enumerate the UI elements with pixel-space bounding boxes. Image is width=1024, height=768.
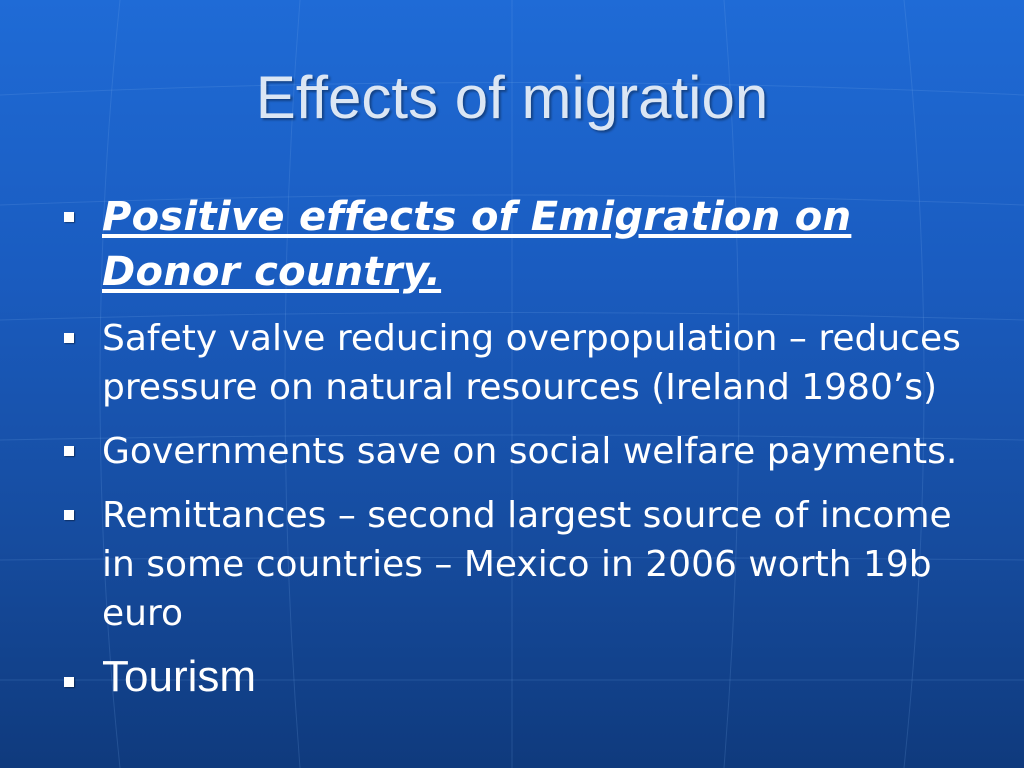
bullet-text: Safety valve reducing overpopulation – r… [102, 318, 961, 408]
square-bullet-icon [64, 510, 74, 520]
bullet-list: Positive effects of Emigration on Donor … [58, 190, 978, 703]
square-bullet-icon [64, 212, 74, 222]
square-bullet-icon [64, 677, 74, 687]
bullet-item: Governments save on social welfare payme… [58, 427, 978, 476]
bullet-item: Remittances – second largest source of i… [58, 491, 978, 638]
slide-title: Effects of migration [255, 64, 769, 131]
bullet-text: Remittances – second largest source of i… [102, 495, 952, 634]
square-bullet-icon [64, 446, 74, 456]
bullet-item: Safety valve reducing overpopulation – r… [58, 314, 978, 412]
bullet-text: Positive effects of Emigration on Donor … [102, 194, 852, 295]
bullet-text: Governments save on social welfare payme… [102, 431, 958, 472]
bullet-item: Tourism [58, 651, 978, 703]
bullet-heading: Positive effects of Emigration on Donor … [58, 190, 978, 300]
bullet-text: Tourism [102, 652, 257, 701]
square-bullet-icon [64, 333, 74, 343]
